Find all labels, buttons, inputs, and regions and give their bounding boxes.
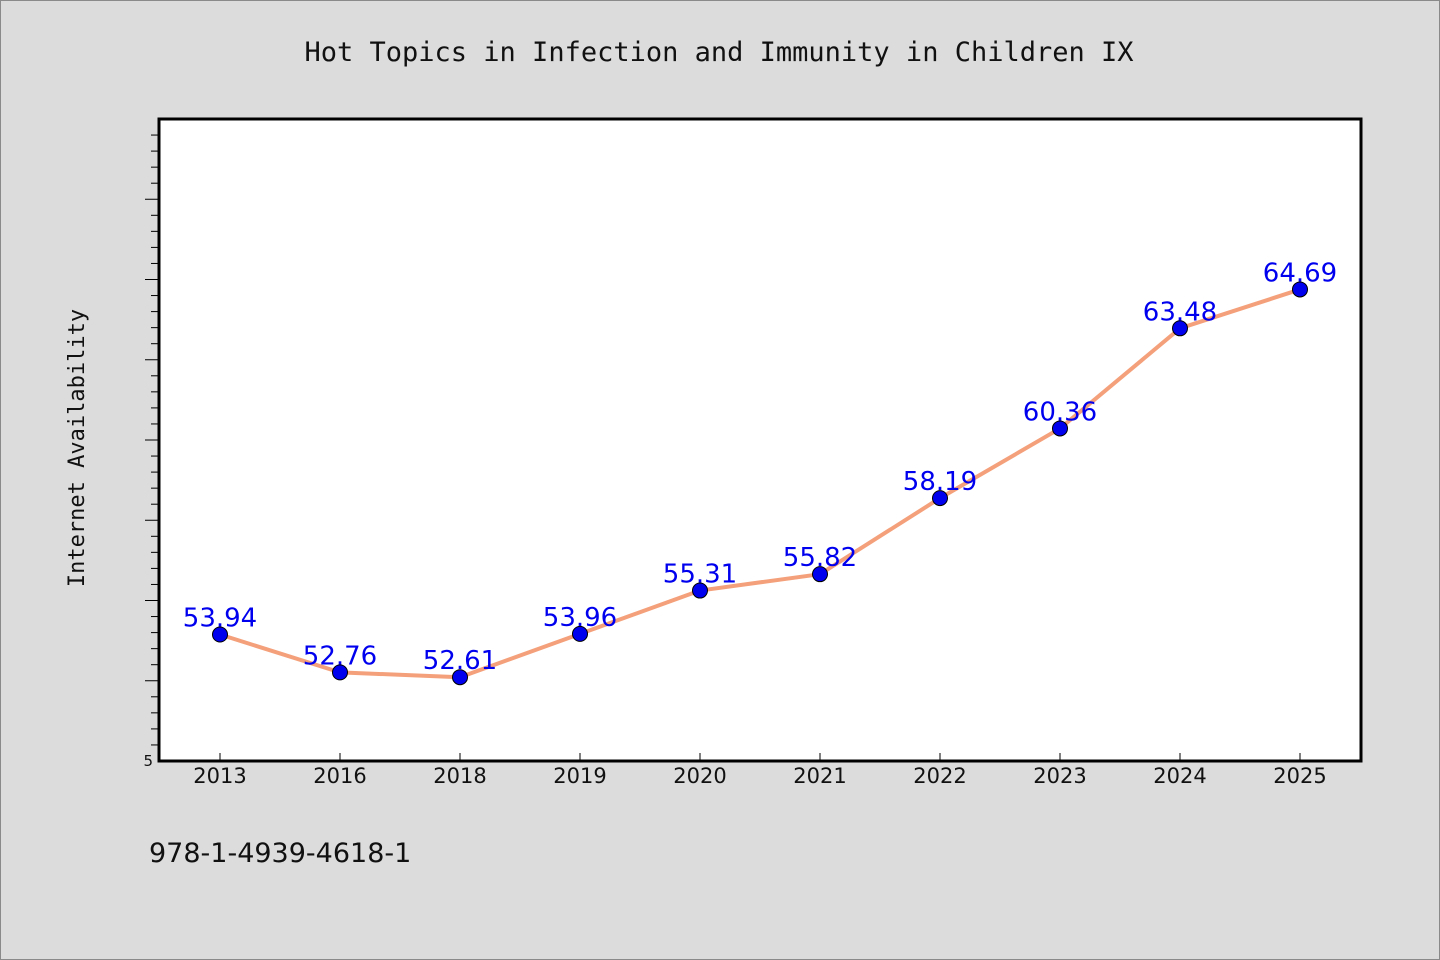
data-label: 58.19 [903, 467, 977, 497]
data-label: 63.48 [1143, 297, 1217, 327]
data-point [692, 582, 708, 599]
series-line [218, 287, 1302, 680]
y-axis-label: Internet Availability [65, 309, 90, 587]
x-tick-label: 2025 [1273, 764, 1326, 788]
data-label: 53.96 [543, 603, 617, 633]
x-tick-label: 2018 [433, 764, 486, 788]
data-point [812, 566, 828, 583]
data-label: 64.69 [1263, 258, 1337, 288]
y-axis-ticks: 5 [143, 134, 159, 770]
series-layer [212, 281, 1308, 686]
chart-title: Hot Topics in Infection and Immunity in … [304, 37, 1133, 68]
data-point [212, 626, 228, 643]
data-labels: 53.94 52.76 52.61 53.96 55.31 55.82 58.19 60.36… [183, 258, 1337, 676]
data-label: 52.61 [423, 646, 497, 676]
data-label: 53.94 [183, 604, 257, 634]
x-tick-label: 2019 [553, 764, 606, 788]
x-axis-ticks: 2013 2016 2018 2019 2020 2021 2022 2023 2024 2025 [193, 753, 1327, 788]
x-tick-label: 2022 [913, 764, 966, 788]
x-tick-label: 2020 [673, 764, 726, 788]
plot-area [157, 117, 1363, 763]
data-label: 52.76 [303, 641, 377, 671]
x-tick-label: 2013 [193, 764, 246, 788]
data-point [332, 664, 348, 681]
x-tick-label: 2023 [1033, 764, 1086, 788]
x-tick-label: 2021 [793, 764, 846, 788]
data-label: 60.36 [1023, 397, 1097, 427]
x-tick-label: 2016 [313, 764, 366, 788]
data-point [572, 625, 588, 642]
data-label: 55.31 [663, 560, 737, 590]
x-tick-label: 2024 [1153, 764, 1206, 788]
data-point [452, 669, 468, 686]
data-point [932, 490, 948, 507]
data-point [1292, 281, 1308, 298]
data-label: 55.82 [783, 543, 857, 573]
y-tick-label: 5 [143, 752, 153, 770]
data-point [1172, 320, 1188, 337]
data-point [1052, 420, 1068, 437]
isbn-footer: 978-1-4939-4618-1 [149, 838, 411, 869]
